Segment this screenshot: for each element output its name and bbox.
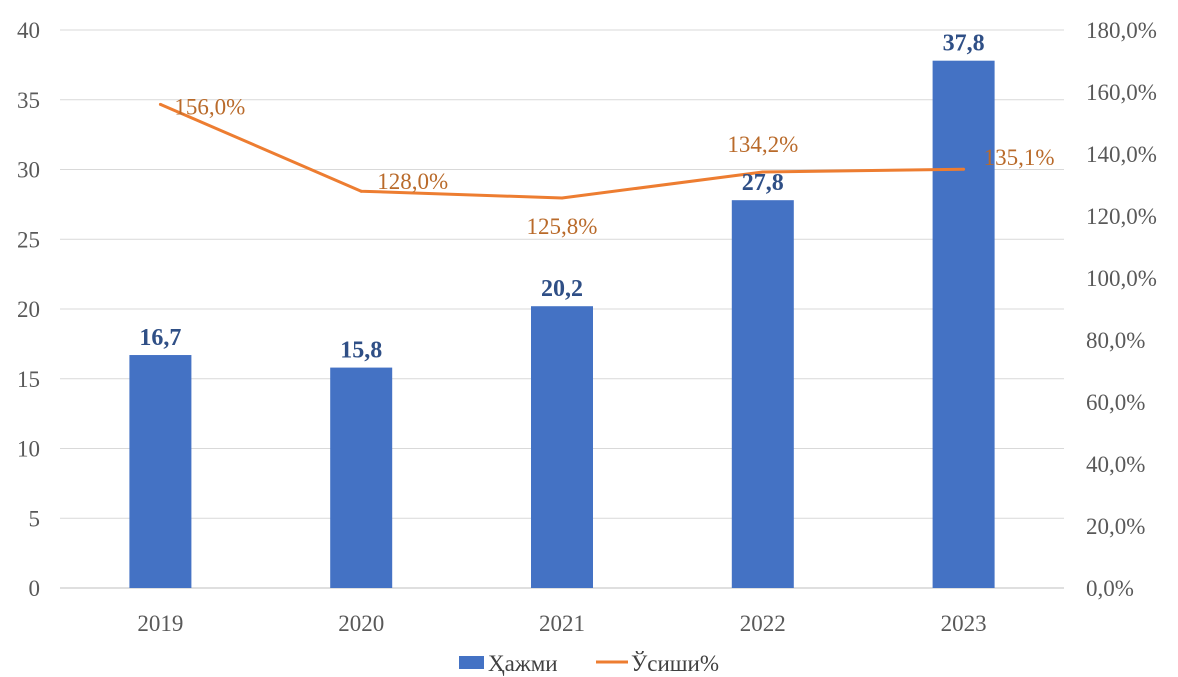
y-right-tick-label: 40,0% (1086, 452, 1145, 477)
line-point (359, 189, 363, 193)
bar-series (129, 60, 995, 588)
y-left-tick-label: 40 (17, 18, 40, 43)
x-tick-label: 2023 (941, 611, 987, 636)
x-tick-label: 2021 (539, 611, 585, 636)
line-point (962, 167, 966, 171)
y-left-tick-label: 0 (29, 576, 41, 601)
line-value-label: 156,0% (174, 94, 245, 119)
y-left-tick-label: 10 (17, 437, 40, 462)
bar-value-label: 16,7 (139, 325, 181, 351)
bar (531, 306, 593, 588)
y-right-tick-label: 0,0% (1086, 576, 1134, 601)
y-right-tick-label: 100,0% (1086, 266, 1157, 291)
y-left-tick-label: 30 (17, 158, 40, 183)
line-path (159, 103, 964, 200)
line-value-label: 135,1% (984, 145, 1055, 170)
legend-label-bars: Ҳажми (488, 651, 558, 676)
x-tick-label: 2019 (137, 611, 183, 636)
y-left-tick-label: 25 (17, 227, 40, 252)
y-left-tick-label: 35 (17, 88, 40, 113)
bar-value-label: 15,8 (340, 338, 382, 364)
bar (129, 355, 192, 588)
line-point (761, 170, 765, 174)
line-value-label: 125,8% (527, 214, 598, 239)
x-axis: 2019 2020 2021 2022 2023 (137, 611, 986, 636)
y-left-tick-label: 5 (29, 506, 41, 531)
left-axis: 0 5 10 15 20 25 30 35 40 (17, 18, 40, 601)
y-right-tick-label: 160,0% (1086, 80, 1157, 105)
bar (330, 367, 393, 588)
line-point (560, 196, 564, 200)
line-point (158, 102, 162, 106)
legend-label-line: Ўсиши% (631, 651, 719, 676)
right-axis: 0,0% 20,0% 40,0% 60,0% 80,0% 100,0% 120,0% 140,… (1086, 18, 1157, 601)
bar-value-label: 37,8 (943, 31, 985, 57)
y-right-tick-label: 20,0% (1086, 514, 1145, 539)
y-right-tick-label: 120,0% (1086, 204, 1157, 229)
y-right-tick-label: 180,0% (1086, 18, 1157, 43)
y-right-tick-label: 80,0% (1086, 328, 1145, 353)
bar (932, 60, 995, 588)
y-right-tick-label: 140,0% (1086, 142, 1157, 167)
data-labels: 16,7 15,8 20,2 27,8 37,8 156,0% 128,0% 125,8% 13… (139, 31, 1054, 364)
x-tick-label: 2020 (338, 611, 384, 636)
bar-value-label: 27,8 (742, 170, 784, 196)
legend: Ҳажми Ўсиши% (459, 651, 719, 676)
y-right-tick-label: 60,0% (1086, 390, 1145, 415)
line-value-label: 128,0% (377, 169, 448, 194)
line-value-label: 134,2% (727, 132, 798, 157)
y-left-tick-label: 20 (17, 297, 40, 322)
line-series (158, 102, 966, 200)
bar (731, 200, 794, 588)
bar-value-label: 20,2 (541, 276, 583, 302)
legend-swatch-bars (459, 656, 484, 669)
x-tick-label: 2022 (740, 611, 786, 636)
y-left-tick-label: 15 (17, 367, 40, 392)
